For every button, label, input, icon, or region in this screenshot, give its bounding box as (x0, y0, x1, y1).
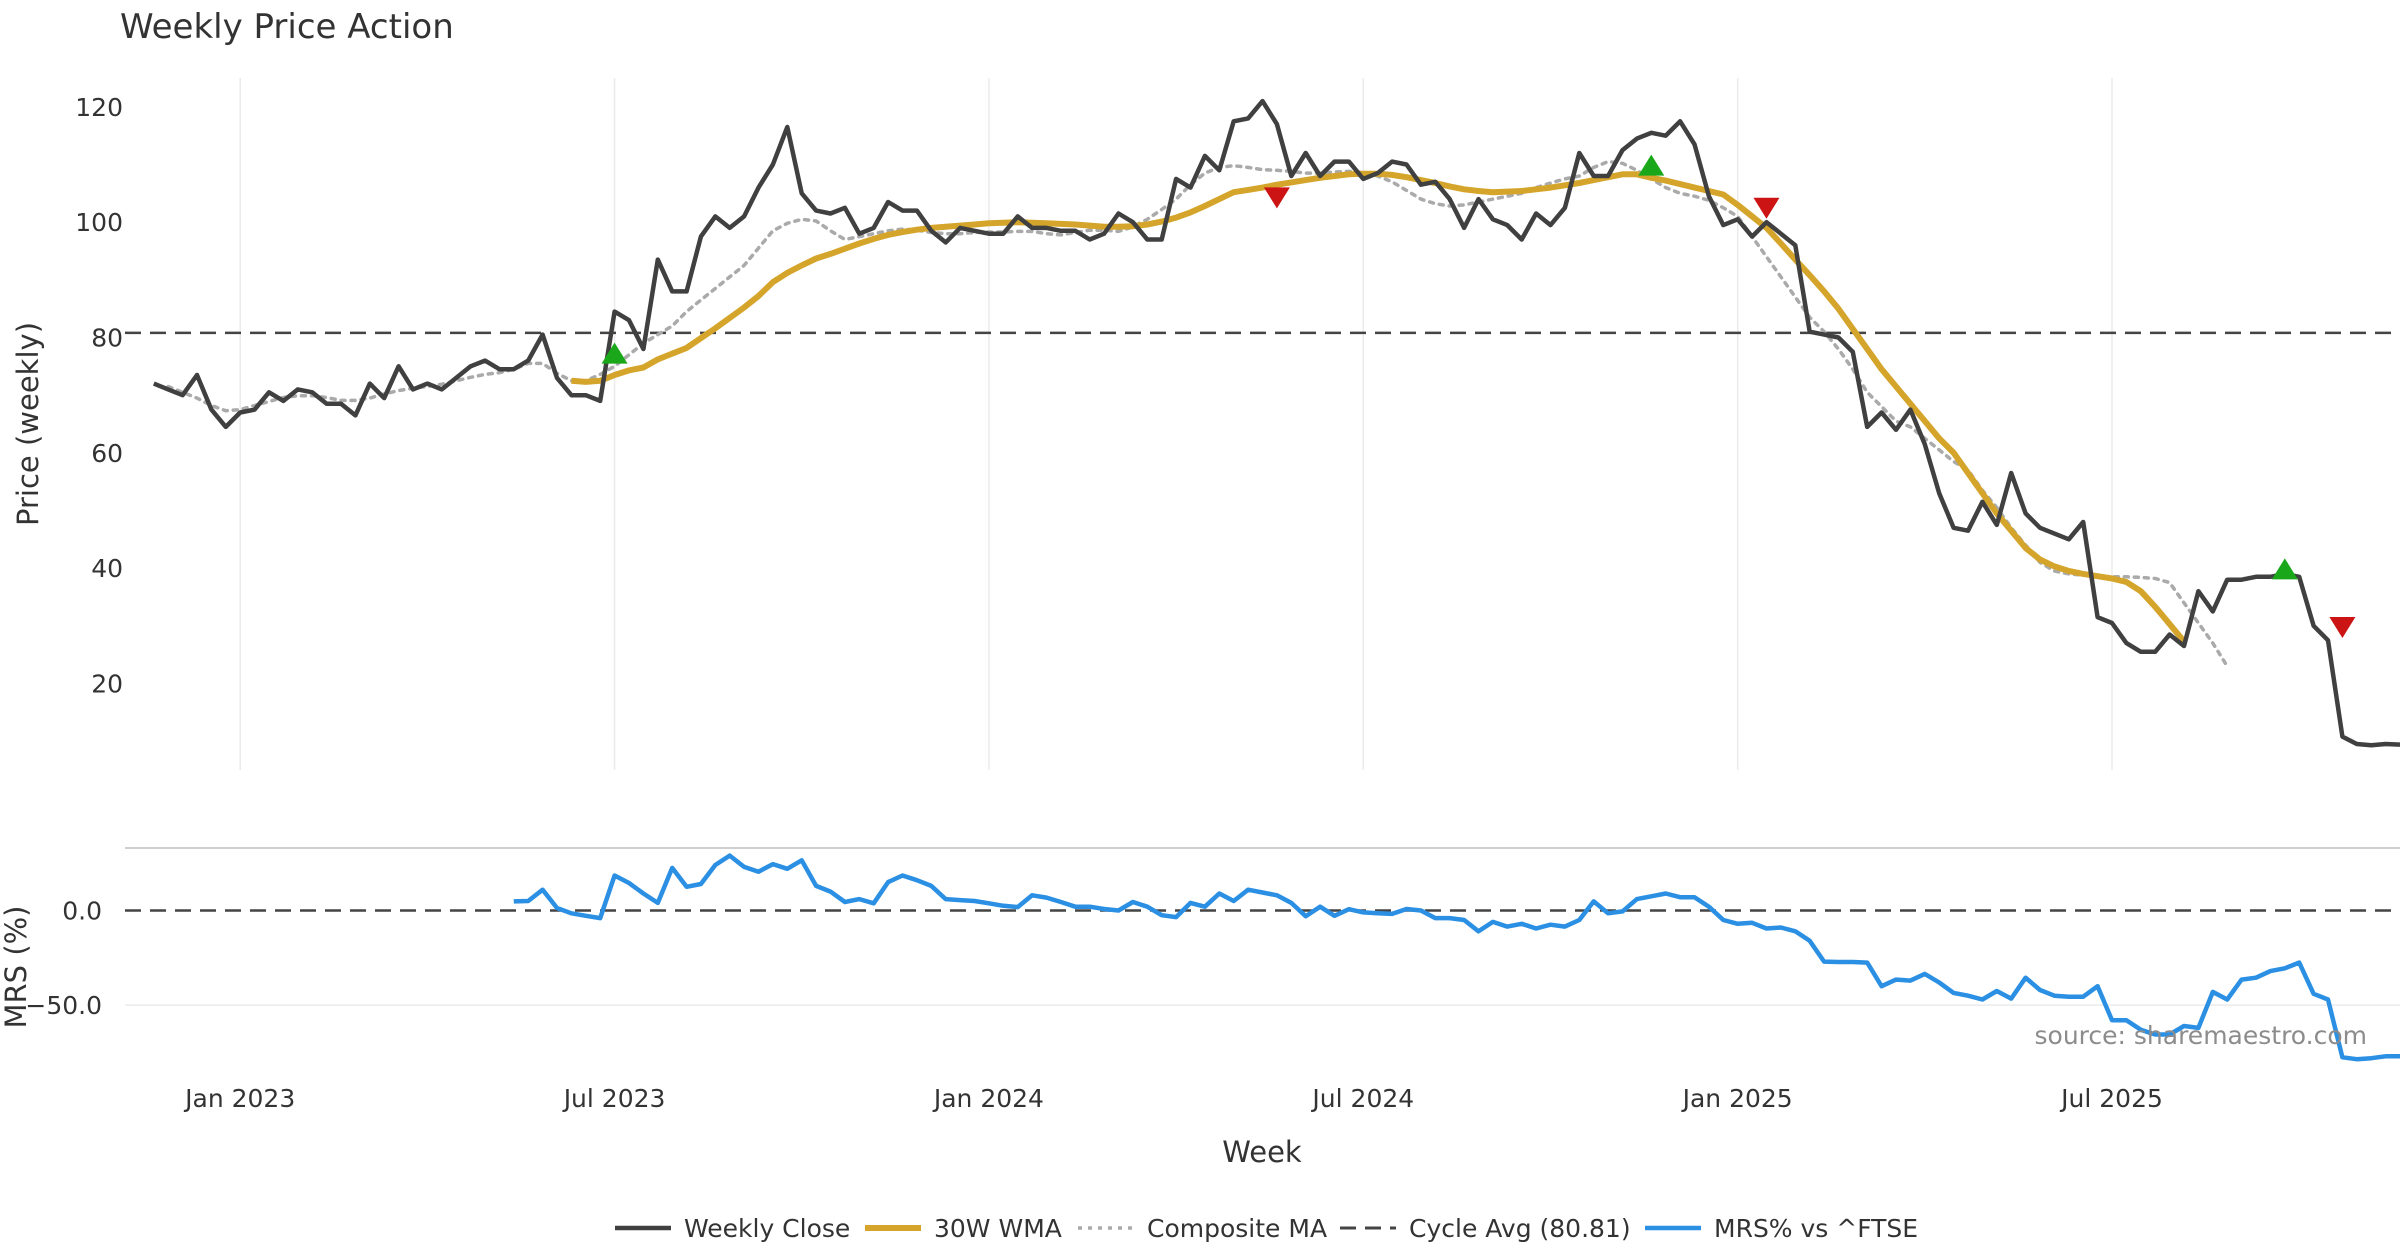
x-tick-label: Jan 2025 (1681, 1084, 1793, 1113)
legend: Weekly Close 30W WMA Composite MA Cycle Avg… (615, 1214, 1918, 1243)
source-annotation: source: sharemaestro.com (2035, 1021, 2368, 1050)
grid-layer (125, 78, 2400, 1006)
buy-signal-marker (2271, 558, 2298, 580)
buy-signal-marker (1638, 154, 1665, 176)
signal-markers (601, 154, 2356, 638)
chart-title: Weekly Price Action (120, 7, 454, 47)
price-y-tick-label: 20 (91, 670, 123, 699)
price-y-axis-label: Price (weekly) (11, 322, 45, 526)
sell-signal-marker (1263, 187, 1290, 209)
legend-label: 30W WMA (934, 1214, 1062, 1243)
reference-lines (125, 331, 2400, 912)
sell-signal-marker (2329, 616, 2356, 638)
legend-label: Cycle Avg (80.81) (1409, 1214, 1631, 1243)
x-tick-label: Jan 2023 (183, 1084, 295, 1113)
wma-30w-line (571, 170, 2187, 644)
x-tick-label: Jul 2024 (1310, 1084, 1414, 1113)
sell-signal-marker (1753, 197, 1780, 219)
legend-label: Composite MA (1147, 1214, 1327, 1243)
x-tick-label: Jul 2023 (562, 1084, 666, 1113)
weekly-close-line (152, 98, 2400, 748)
price-y-tick-label: 120 (75, 93, 123, 122)
axis-labels: Jan 2023 Jul 2023 Jan 2024 Jul 2024 Jan 2025… (25, 93, 2163, 1113)
mrs-y-tick-label: −50.0 (25, 991, 102, 1020)
price-y-tick-label: 40 (91, 554, 123, 583)
price-y-tick-label: 60 (91, 439, 123, 468)
mrs-y-axis-label: MRS (%) (0, 906, 33, 1029)
price-y-tick-label: 80 (91, 324, 123, 353)
mrs-line (513, 853, 2400, 1062)
legend-label: MRS% vs ^FTSE (1714, 1214, 1918, 1243)
x-axis-label: Week (1222, 1135, 1302, 1169)
series-layer (152, 98, 2400, 1062)
x-tick-label: Jul 2025 (2059, 1084, 2163, 1113)
x-tick-label: Jan 2024 (932, 1084, 1044, 1113)
buy-signal-marker (601, 342, 628, 364)
legend-label: Weekly Close (684, 1214, 850, 1243)
price-y-tick-label: 100 (75, 208, 123, 237)
mrs-y-tick-label: 0.0 (62, 896, 102, 925)
